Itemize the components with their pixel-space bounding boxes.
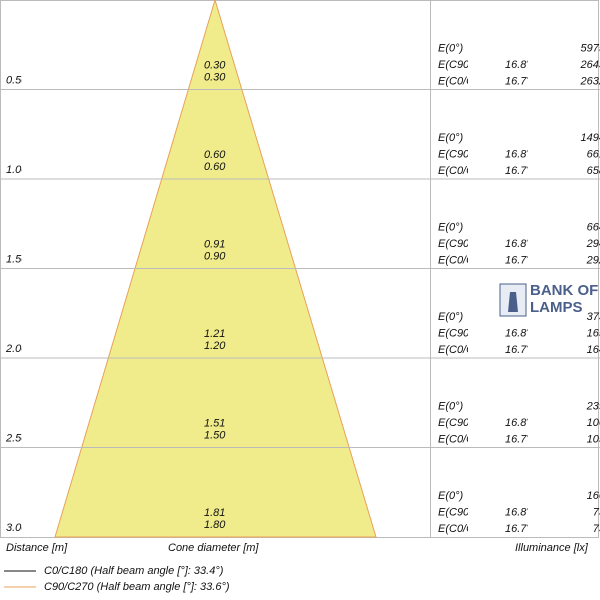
illuminance-value: 106 [587, 417, 600, 429]
illuminance-value: 166 [587, 490, 600, 502]
illuminance-label: E(C0/C180) [438, 344, 496, 356]
cone-diameter: 1.21 [204, 328, 225, 340]
beam-angle: 16.8° [505, 327, 531, 339]
logo-lighthouse [508, 292, 518, 312]
cone-diameter: 1.20 [204, 340, 226, 352]
illuminance-label: E(0°) [438, 42, 464, 54]
distance: 3.00 [6, 522, 28, 534]
beam-angle: 16.7° [505, 254, 531, 266]
cone-diameter: 1.81 [204, 507, 225, 519]
beam-angle: 16.8° [505, 148, 531, 160]
cone-diameter: 0.91 [204, 238, 225, 250]
illuminance-value: 165 [587, 327, 600, 339]
diameter-header: Cone diameter [m] [168, 542, 259, 554]
illuminance-header: Illuminance [lx] [515, 542, 589, 554]
watermark-logo: BANK OF LAMPS [499, 282, 598, 317]
illuminance-label: E(C90/C270) [438, 238, 503, 250]
illuminance-value: 73 [593, 506, 600, 518]
cone-diameter: 0.60 [204, 161, 226, 173]
illuminance-value: 661 [587, 148, 600, 160]
logo-text: LAMPS [530, 299, 583, 316]
beam-angle: 16.8° [505, 417, 531, 429]
illuminance-label: E(0°) [438, 490, 464, 502]
cone-diameter: 0.30 [204, 59, 226, 71]
beam-angle: 16.7° [505, 523, 531, 535]
illuminance-value: 658 [587, 165, 600, 177]
distance: 1.00 [6, 164, 28, 176]
legend-c0: C0/C180 (Half beam angle [°]: 33.4°) [44, 565, 224, 577]
illuminance-value: 294 [586, 238, 600, 250]
illuminance-value: 664 [587, 221, 600, 233]
distance: 1.50 [6, 253, 28, 265]
illuminance-label: E(0°) [438, 132, 464, 144]
illuminance-label: E(C0/C180) [438, 75, 496, 87]
cone-diameter: 1.51 [204, 417, 225, 429]
cone-diameter: 0.60 [204, 149, 226, 161]
illuminance-label: E(C0/C180) [438, 254, 496, 266]
distance: 0.50 [6, 74, 28, 86]
illuminance-label: E(0°) [438, 400, 464, 412]
beam-angle: 16.7° [505, 433, 531, 445]
illuminance-value: 2643 [580, 59, 600, 71]
illuminance-label: E(C0/C180) [438, 433, 496, 445]
illuminance-value: 105 [587, 433, 600, 445]
beam-angle: 16.8° [505, 59, 531, 71]
distance: 2.00 [5, 343, 28, 355]
illuminance-label: E(C90/C270) [438, 148, 503, 160]
logo-text: BANK OF [530, 282, 598, 299]
illuminance-label: E(C0/C180) [438, 165, 496, 177]
illuminance-value: 1494 [581, 132, 600, 144]
illuminance-value: 373 [587, 311, 600, 323]
illuminance-label: E(0°) [438, 221, 464, 233]
cone-diameter: 0.90 [204, 250, 226, 262]
illuminance-label: E(C90/C270) [438, 59, 503, 71]
illuminance-label: E(0°) [438, 311, 464, 323]
cone-diameter: 1.50 [204, 429, 226, 441]
illuminance-value: 73 [593, 523, 600, 535]
illuminance-value: 292 [586, 254, 600, 266]
cone-diameter: 0.30 [204, 71, 226, 83]
illuminance-label: E(C90/C270) [438, 506, 503, 518]
illuminance-value: 239 [586, 400, 600, 412]
illuminance-value: 5975 [581, 42, 600, 54]
beam-angle: 16.7° [505, 344, 531, 356]
illuminance-label: E(C0/C180) [438, 523, 496, 535]
legend-c90: C90/C270 (Half beam angle [°]: 33.6°) [44, 581, 230, 593]
beam-angle: 16.8° [505, 238, 531, 250]
illuminance-label: E(C90/C270) [438, 417, 503, 429]
distance-header: Distance [m] [6, 542, 68, 554]
beam-angle: 16.7° [505, 75, 531, 87]
illuminance-value: 164 [587, 344, 600, 356]
distance: 2.50 [5, 432, 28, 444]
beam-angle: 16.7° [505, 165, 531, 177]
illuminance-label: E(C90/C270) [438, 327, 503, 339]
cone-diameter: 1.80 [204, 519, 226, 531]
illuminance-value: 2632 [580, 75, 600, 87]
beam-angle: 16.8° [505, 506, 531, 518]
